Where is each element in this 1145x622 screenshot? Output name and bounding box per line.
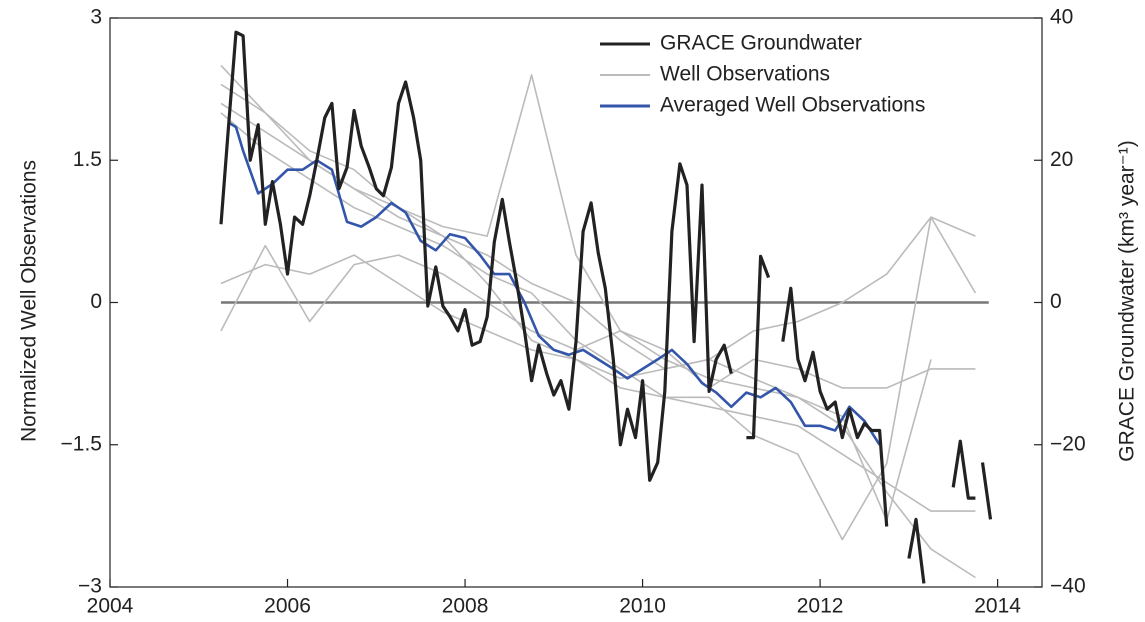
x-tick-label: 2010 [619,595,666,618]
x-tick-label: 2004 [87,595,134,618]
y2-tick-label: 20 [1050,148,1073,171]
x-tick-label: 2012 [797,595,844,618]
x-tick-label: 2014 [974,595,1021,618]
y2-tick-label: −40 [1050,575,1086,598]
well-line [220,102,977,541]
well-line [220,64,932,522]
legend-label: Well Observations [660,63,830,86]
y-tick-label: 3 [90,6,102,29]
average-line [227,121,881,446]
y-tick-label: 0 [90,290,102,313]
y-tick-label: −1.5 [61,432,102,455]
legend-label: Averaged Well Observations [660,94,925,117]
grace-line [219,30,993,584]
legend-label: GRACE Groundwater [660,32,862,55]
y2-axis-label: GRACE Groundwater (km³ year⁻¹) [1116,140,1139,461]
y-tick-label: −3 [78,575,102,598]
y-tick-label: 1.5 [73,148,102,171]
y2-tick-label: 0 [1050,290,1062,313]
well-line [220,216,976,380]
x-tick-label: 2006 [264,595,311,618]
well-line [220,244,976,389]
y2-tick-label: 40 [1050,6,1073,29]
y-axis-label: Normalized Well Observations [18,160,41,442]
x-tick-label: 2008 [442,595,489,618]
well-line [220,74,976,579]
y2-tick-label: −20 [1050,432,1086,455]
well-line [220,112,976,512]
